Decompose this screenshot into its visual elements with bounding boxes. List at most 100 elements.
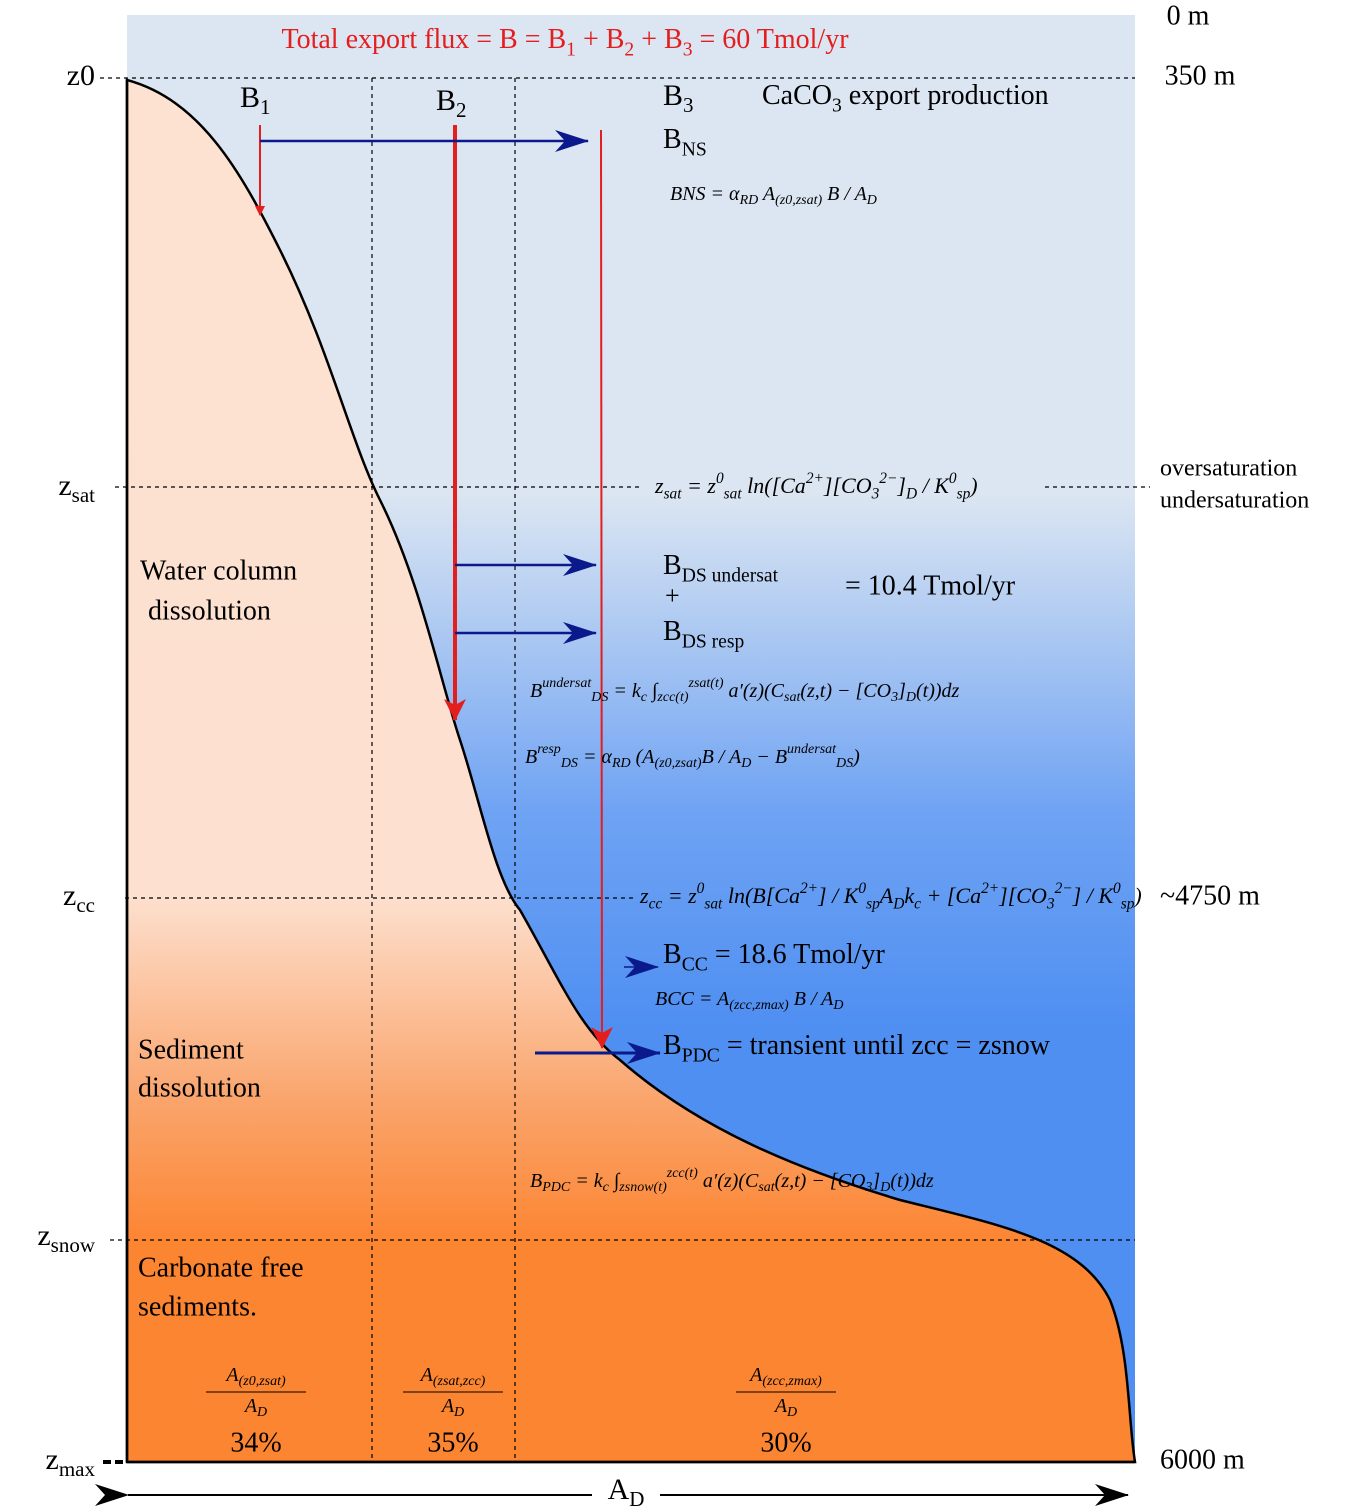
text-part: (z0,zsat) [775,193,822,208]
text-part: B [663,1030,682,1061]
formula: BPDC = kc ∫zsnow(t)zcc(t) a′(z)(Csat(z,t… [530,1166,934,1195]
text-part: A [773,1395,788,1417]
text-part: B / A [789,988,834,1010]
text-part: / K [917,473,950,498]
text-part: CC [682,954,708,975]
text-part: D [256,1405,267,1420]
text-part: D [905,485,917,502]
text-part: DS [560,756,578,771]
text-part: 3 [832,95,842,116]
text-part: undersat [542,676,592,691]
area-percent: 30% [760,1427,811,1458]
text-part: z [46,1443,59,1476]
text-part: A [419,1364,434,1386]
text-part: zcc(t) [656,690,688,705]
text-part: B / A [822,183,867,205]
text-part: = 18.6 Tmol/yr [708,939,886,970]
depth-label: zsnow [37,1219,96,1257]
text-part: a′(z)(C [698,1170,759,1192]
text-part: sat [664,485,683,502]
depth-label: zmax [46,1443,96,1481]
text-part: snow [51,1233,96,1257]
text-part: z [639,883,649,908]
text-part: B [663,124,682,155]
text-part: ] / K [817,883,860,908]
text-part: D [629,1487,644,1511]
text-part: (zcc,zmax) [762,1374,822,1389]
area-percent: 34% [230,1427,281,1458]
text-part: 1 [260,95,271,119]
text-part: DS resp [682,631,745,652]
text-part: 3 [871,485,880,502]
depth-value: 0 m [1167,0,1210,31]
text-part: ] / K [1072,883,1115,908]
text-part: BCC = A [655,988,730,1010]
text-part: z [654,473,664,498]
text-part: D [740,756,751,771]
text-part: ] [897,680,906,702]
text-part: 2 [456,98,467,122]
text-part: B [663,550,682,581]
text-part: DS [835,756,853,771]
text-part: sat [758,1180,775,1195]
text-part: 2 [624,39,634,60]
text-part: 3 [683,39,693,60]
text-part: RD [739,193,759,208]
title: Total export flux = B = B1 + B2 + B3 = 6… [281,24,849,59]
text-part: DS [590,690,608,705]
text-part: 1 [566,39,576,60]
text-part: A [748,1364,763,1386]
text-part: A [878,883,894,908]
text-part: = α [578,746,612,768]
depth-value: 350 m [1165,60,1236,91]
text-part: cc [76,893,95,917]
text-part: zcc(t) [666,1166,698,1181]
text-part: (z,t) − [CO [775,1170,866,1192]
zone-label: sediments. [138,1291,257,1322]
text-part: B [530,680,542,702]
text-part: ][CO [823,473,872,498]
text-part: D [786,1405,797,1420]
text-part: + [Ca [921,883,981,908]
text-part: max [59,1457,96,1481]
text-part: BNS = α [670,183,740,205]
text-part: sat [72,483,95,507]
text-part: ln(B[Ca [722,883,800,908]
text-part: 3 [864,1180,872,1195]
export-label: CaCO3 export production [762,80,1049,115]
text-part: cc [649,895,663,912]
text-part: 2− [879,470,897,487]
text-part: A [224,1364,239,1386]
text-part: A [243,1395,258,1417]
text-part: + B [576,24,624,55]
text-part: (t))dz [916,680,960,702]
area-percent: 35% [427,1427,478,1458]
text-part: = 60 Tmol/yr [692,24,849,55]
text-part: (zcc,zmax) [729,998,789,1013]
formula: BNS = αRD A(z0,zsat) B / AD [670,183,877,209]
zone-label: Sediment [138,1034,244,1065]
text-part: z [58,469,71,502]
text-part: A [608,1473,630,1506]
text-part: RD [611,756,631,771]
depth-value: 6000 m [1160,1444,1245,1475]
text-part: z [37,1219,50,1252]
text-part: B [525,746,537,768]
text-part: 3 [1046,895,1055,912]
text-part: B [240,81,260,114]
text-part: (t))dz [890,1170,934,1192]
text-part: = k [608,680,641,702]
depth-value: oversaturation [1160,456,1297,482]
text-part: sat [704,895,723,912]
text-part: 3 [683,93,694,117]
text-part: 2+ [800,880,818,897]
text-part: sp [957,485,971,502]
text-part: ) [852,746,860,768]
text-part: a′(z)(C [724,680,785,702]
text-part: A [758,183,776,205]
text-part: D [453,1405,464,1420]
text-part: sp [1121,895,1135,912]
text-part: (z0,zsat) [655,756,702,771]
text-part: export production [842,80,1049,111]
text-part: undersat [787,742,837,757]
